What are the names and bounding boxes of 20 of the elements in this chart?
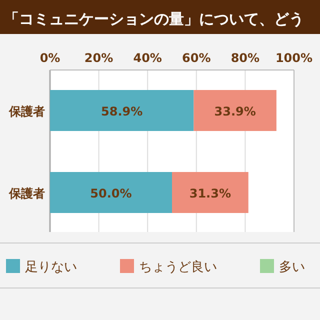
legend-label: 多い bbox=[279, 260, 305, 275]
y-tick-label: 保護者 bbox=[8, 104, 45, 118]
legend-label: 足りない bbox=[25, 260, 77, 275]
data-label: 58.9% bbox=[101, 104, 143, 118]
x-tick-label: 0% bbox=[40, 51, 60, 65]
bar bbox=[50, 172, 172, 213]
y-tick-label: 保護者 bbox=[8, 186, 45, 200]
x-tick-label: 60% bbox=[182, 51, 211, 65]
x-tick-label: 40% bbox=[133, 51, 162, 65]
x-tick-label: 80% bbox=[230, 51, 260, 65]
bar bbox=[50, 90, 194, 131]
bar bbox=[172, 172, 248, 213]
x-tick-label: 100% bbox=[275, 51, 313, 65]
data-label: 31.3% bbox=[189, 186, 232, 200]
data-label: 50.0% bbox=[90, 186, 132, 200]
chart-title: 「コミュニケーションの量」について、どう bbox=[4, 10, 304, 28]
legend-label: ちょうど良い bbox=[139, 260, 217, 275]
x-tick-label: 20% bbox=[84, 51, 114, 65]
bar bbox=[194, 90, 276, 131]
data-label: 33.9% bbox=[214, 104, 256, 118]
